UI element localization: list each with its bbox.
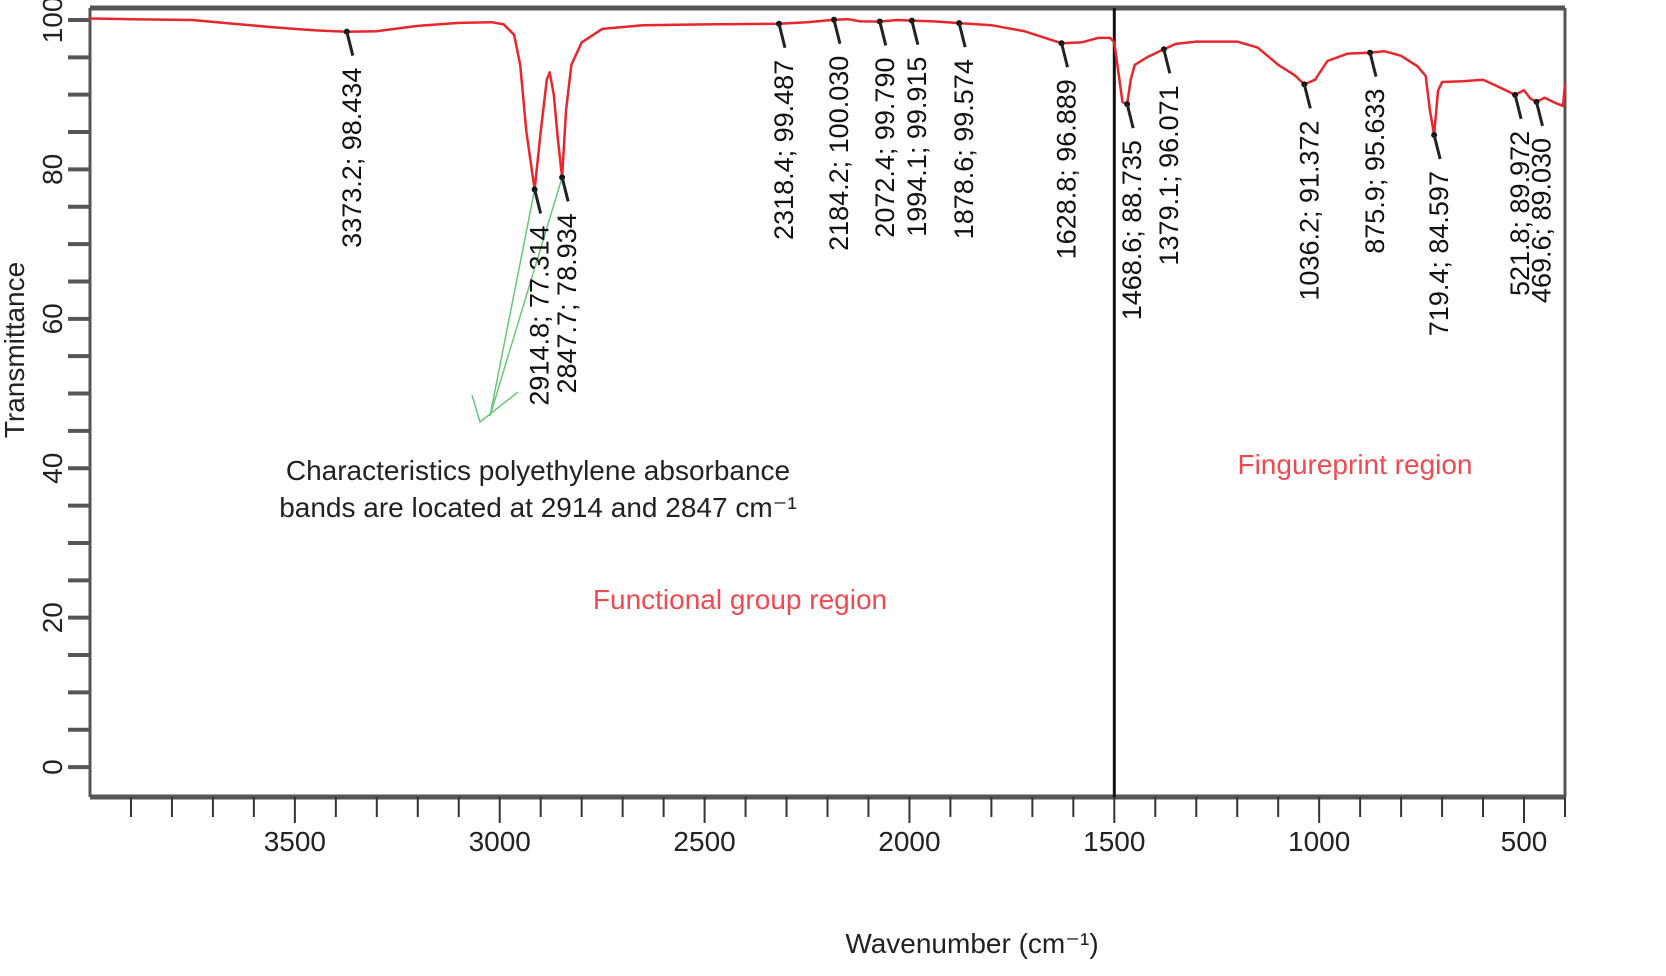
peak-leader-line [832,19,842,45]
peak-leader-line [1162,48,1172,74]
annotation-note-line1: Characteristics polyethylene absorbance [286,455,790,486]
peak-leader-line [533,189,543,214]
functional-group-region-label: Functional group region [593,584,887,615]
peak-leader-line [1060,42,1069,68]
peak-leader-line [560,176,570,202]
y-tick-label: 40 [37,453,68,484]
peak-leader-line [1513,94,1523,120]
peak-leader-line [1368,52,1378,77]
x-tick-label: 1500 [1083,826,1145,857]
peak-label: 1036.2; 91.372 [1294,120,1324,300]
x-tick-label: 1000 [1288,826,1350,857]
fingerprint-region-label: Fingureprint region [1237,449,1472,480]
peak-label: 1628.8; 96.889 [1052,79,1082,259]
peak-label: 469.6; 89.030 [1526,138,1556,303]
axes: 0 20 40 60 80 100 3500 3000 2500 2000 1500 1000 500 [37,0,1567,857]
peak-label: 875.9; 95.633 [1360,89,1390,254]
peak-label: 1379.1; 96.071 [1154,85,1184,265]
peak-label: 719.4; 84.597 [1424,171,1454,336]
peak-label: 1994.1; 99.915 [902,57,932,237]
peak-leader-line [1535,101,1544,127]
peak-label: 521.8; 89.972 [1505,131,1535,296]
peak-leader-line [1432,134,1442,160]
peak-label: 1468.6; 88.735 [1117,140,1147,320]
peak-label: 2184.2; 100.030 [824,56,854,251]
peak-leader-line [1302,84,1312,109]
peak-leader-line [777,23,787,49]
y-tick-label: 60 [37,303,68,334]
x-tick-label: 2500 [673,826,735,857]
y-tick-label: 100 [37,0,68,43]
peak-label: 2072.4; 99.790 [870,58,900,238]
peak-label: 3373.2; 98.434 [337,68,367,248]
peak-leader-line [957,22,967,48]
x-axis-label: Wavenumber (cm⁻¹) [845,928,1098,959]
peak-leader-line [878,21,888,46]
peak-label: 2318.4; 99.487 [769,60,799,240]
peak-label: 2847.7; 78.934 [552,213,582,393]
x-tick-label: 3000 [469,826,531,857]
x-tick-label: 500 [1501,826,1548,857]
peak-leader-line [1125,103,1135,129]
annotation-arrow-line [489,189,536,417]
peak-leader-line [910,20,920,45]
peak-label: 2914.8; 77.314 [525,225,555,405]
peak-leader-line [345,31,355,57]
annotation-arrow-line [489,177,563,417]
y-tick-label: 20 [37,602,68,633]
x-tick-label: 2000 [878,826,940,857]
y-tick-label: 0 [37,759,68,775]
x-tick-label: 3500 [264,826,326,857]
y-tick-label: 80 [37,154,68,185]
y-axis-label: Transmittance [0,262,30,438]
annotation-arrow-head [471,391,519,424]
peak-label: 1878.6; 99.574 [949,59,979,239]
annotation-note-line2: bands are located at 2914 and 2847 cm⁻¹ [279,492,797,523]
spectrum-line [89,17,1567,191]
